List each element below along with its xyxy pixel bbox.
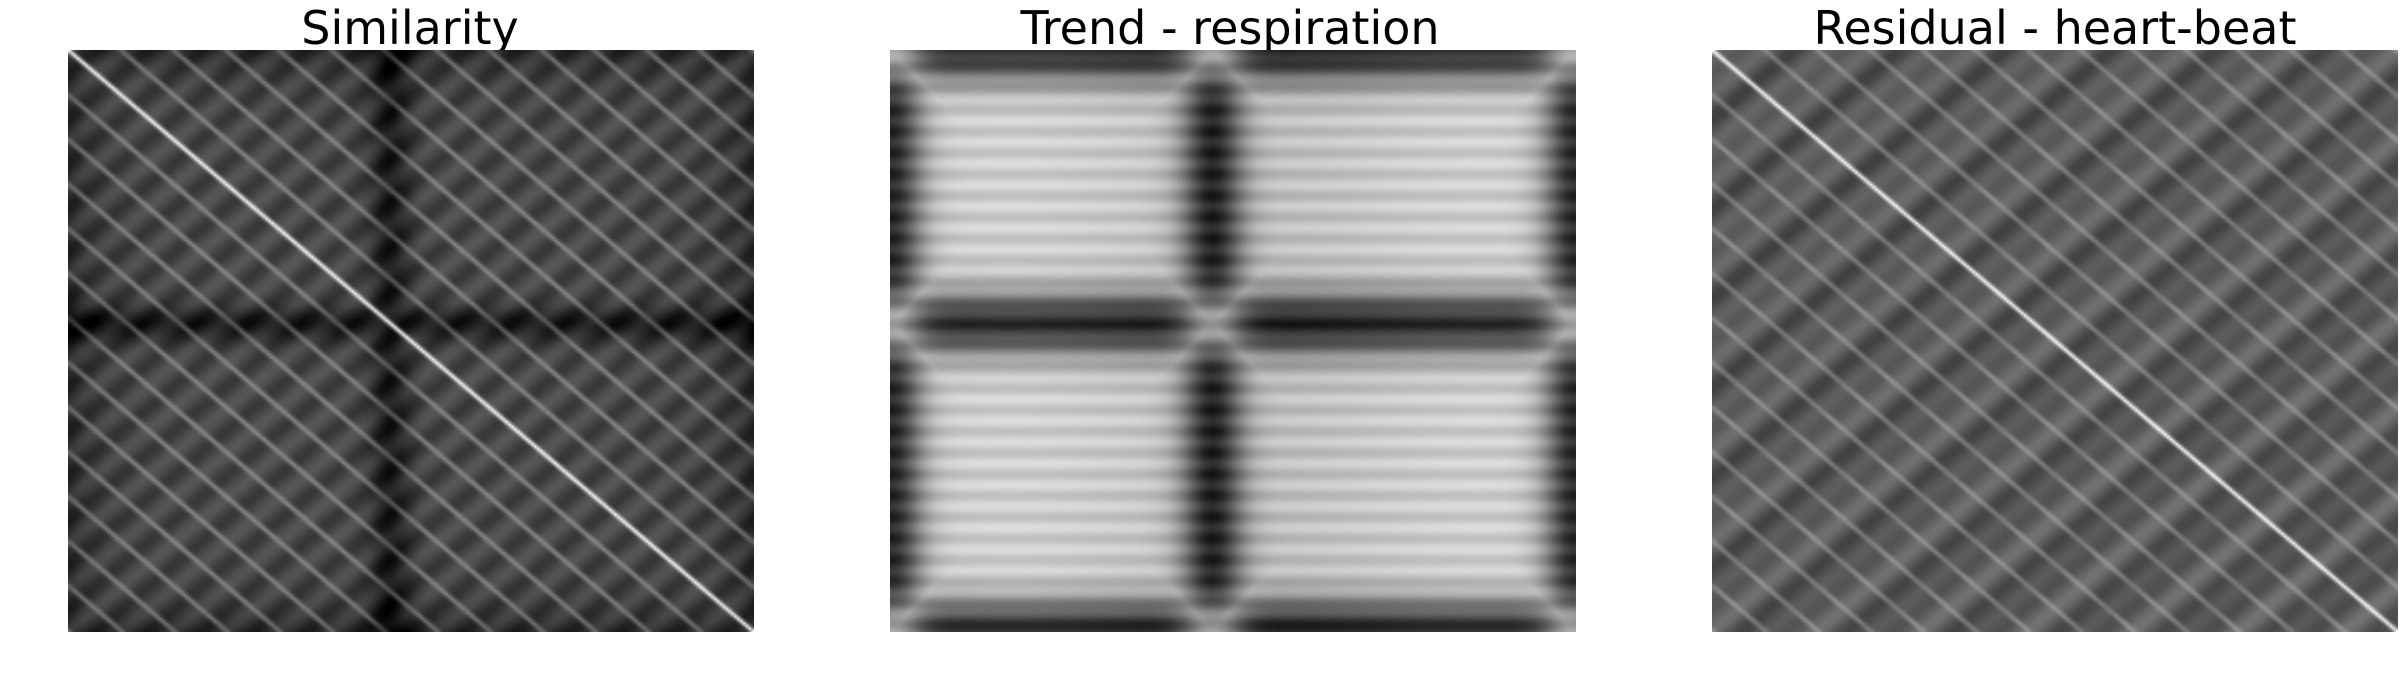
similarity-heatmap [68, 50, 754, 632]
residual-heatmap [1712, 50, 2398, 632]
similarity-title: Similarity [301, 1, 519, 55]
residual-title: Residual - heart-beat [1813, 1, 2297, 55]
trend-heatmap [890, 50, 1576, 632]
residual-panel: Residual - heart-beat [1705, 0, 2403, 675]
trend-title: Trend - respiration [1020, 1, 1440, 55]
similarity-panel: Similarity [60, 0, 760, 675]
trend-panel: Trend - respiration [880, 0, 1580, 675]
